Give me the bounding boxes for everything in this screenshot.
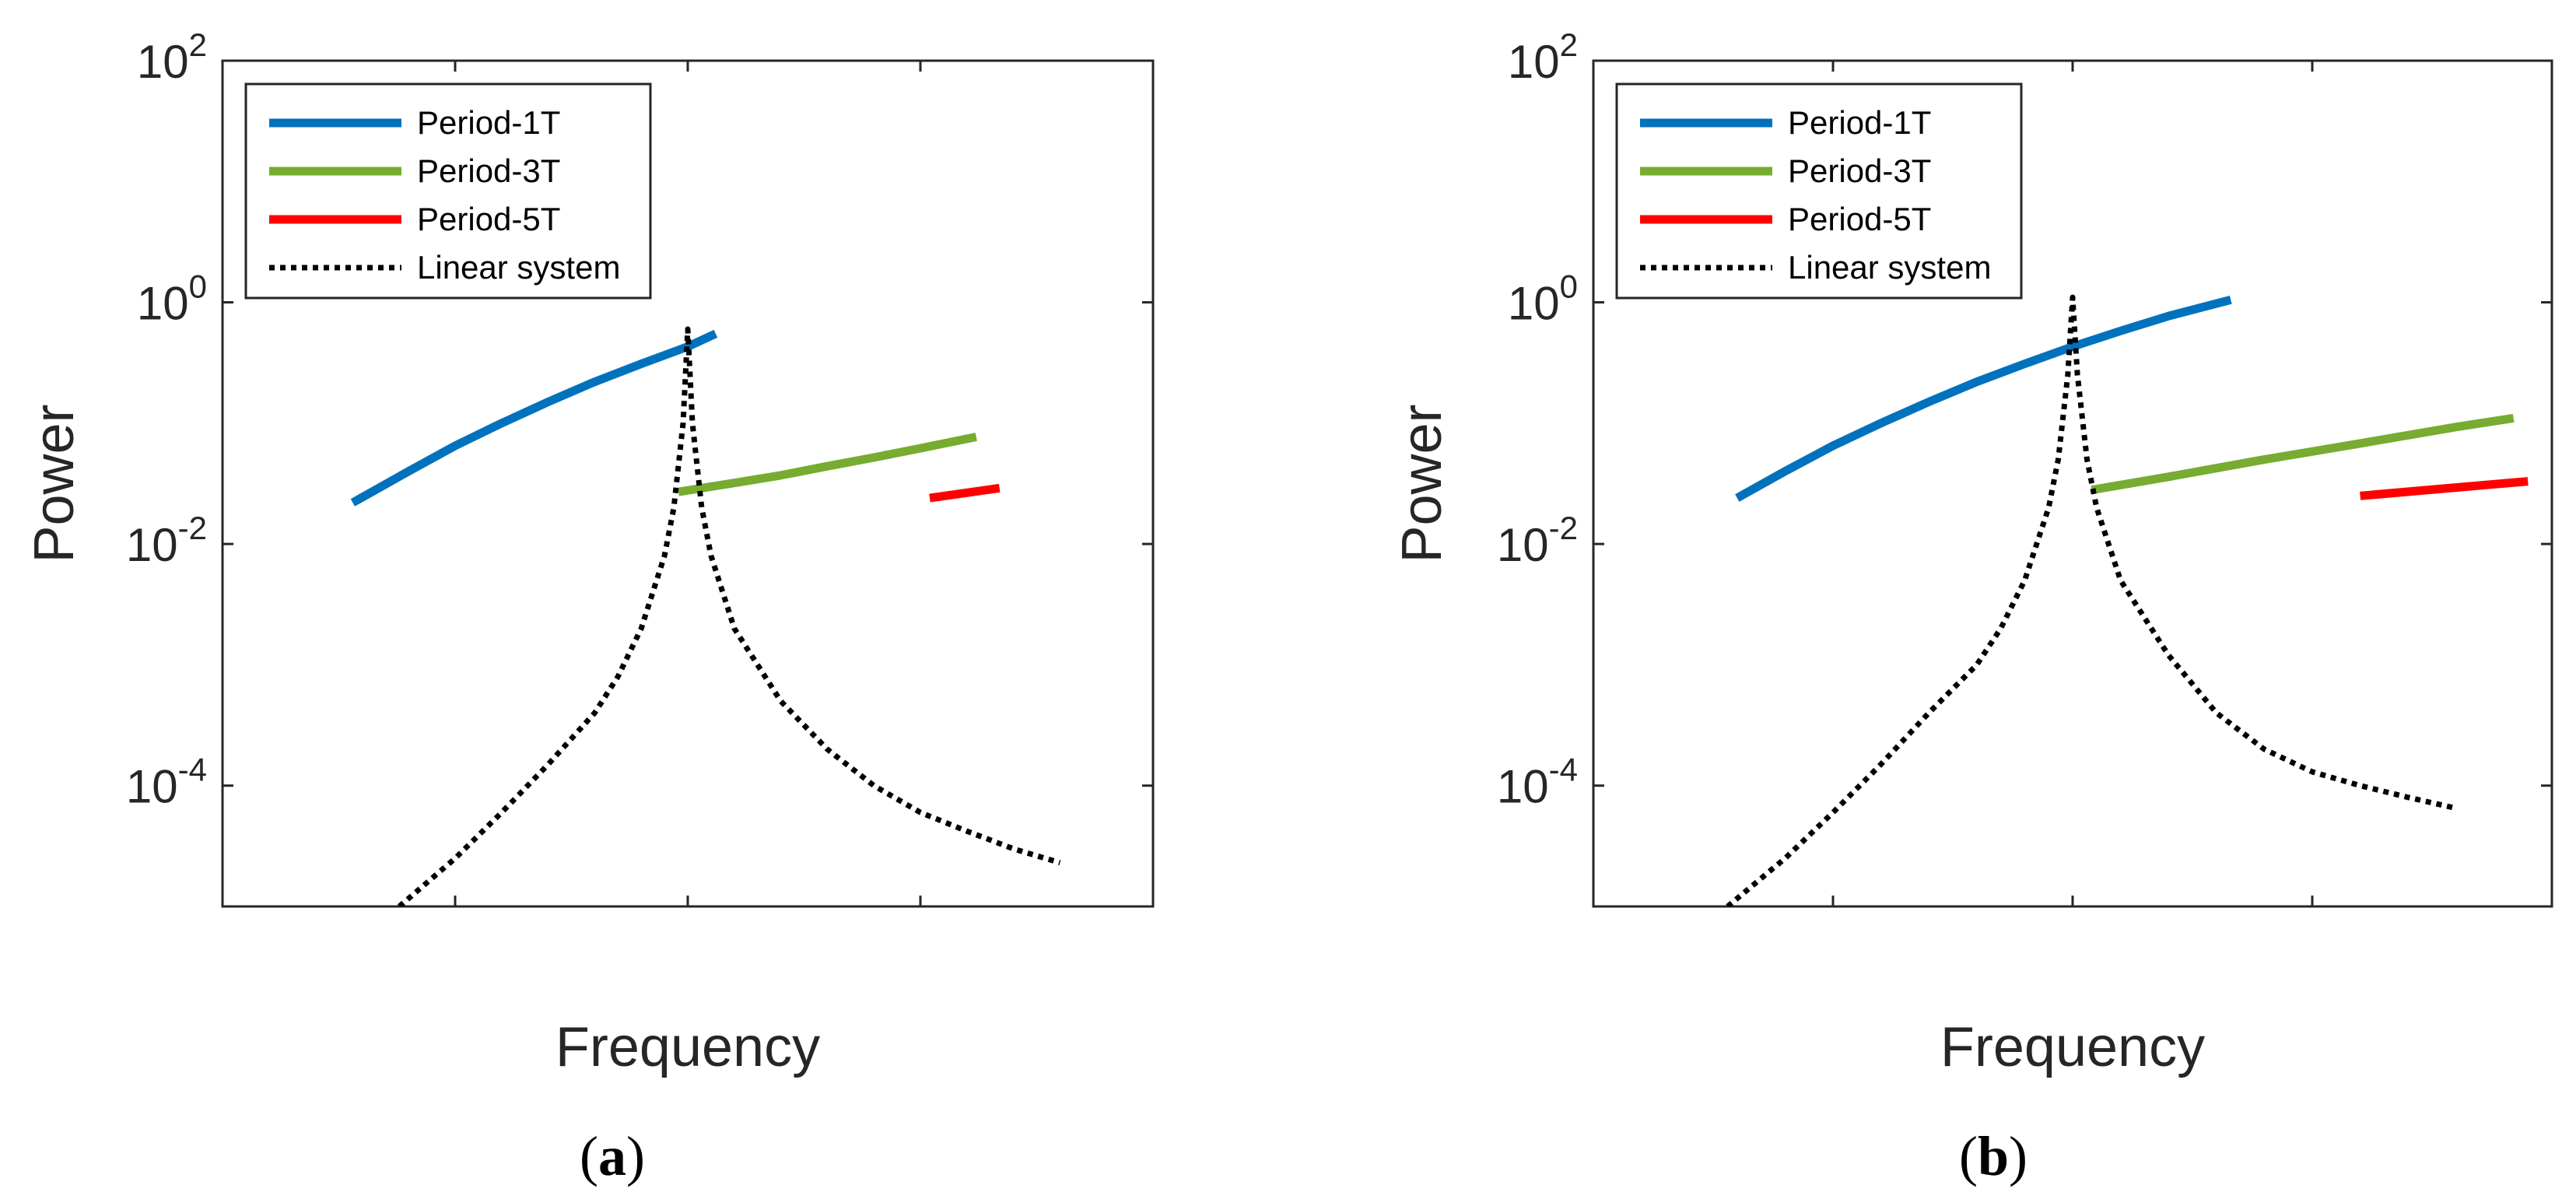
panel-caption: (a) [580,1125,645,1187]
y-axis-title: Power [1391,404,1453,563]
chart-panel-a: 10210010-210-4FrequencyPowerPeriod-1TPer… [23,26,1155,1187]
y-tick-exponent: 2 [189,26,207,63]
y-tick-exponent: 0 [189,268,207,305]
y-tick-label: 10-4 [1497,752,1578,813]
y-tick-label: 100 [1508,268,1578,330]
series-group [350,326,1061,906]
series-line-linear-system [1726,294,2457,906]
caption-label: a [598,1125,626,1187]
panel-caption: (b) [1959,1125,2028,1187]
legend-label: Linear system [417,249,620,286]
legend-label: Period-5T [1788,201,1931,237]
y-tick-base: 10 [1508,36,1560,88]
series-line-period-1t [350,329,718,507]
y-tick-exponent: 0 [1560,268,1578,305]
legend-label: Linear system [1788,249,1991,286]
caption-paren-open: ( [580,1125,598,1187]
series-line-period-5t [2360,477,2529,500]
y-tick-base: 10 [126,519,178,571]
legend-label: Period-5T [417,201,560,237]
y-tick-base: 10 [1497,761,1549,813]
series-line-linear-system [397,326,1061,906]
caption-paren-open: ( [1959,1125,1978,1187]
y-tick-exponent: -2 [1549,510,1578,546]
legend-label: Period-1T [1788,104,1931,141]
x-axis-title: Frequency [556,1016,820,1078]
y-tick-base: 10 [137,36,189,88]
y-tick-label: 100 [137,268,207,330]
y-tick-exponent: -2 [178,510,207,546]
y-axis-title: Power [23,404,86,563]
series-line-period-5t [929,483,1001,503]
caption-paren-close: ) [2009,1125,2028,1187]
y-tick-label: 102 [137,26,207,88]
y-tick-label: 10-2 [1497,510,1578,571]
legend-label: Period-1T [417,104,560,141]
y-tick-label: 10-4 [126,752,207,813]
legend-label: Period-3T [1788,153,1931,189]
series-line-period-3t [678,433,977,496]
y-tick-exponent: -4 [178,752,207,788]
legend-label: Period-3T [417,153,560,189]
y-tick-exponent: 2 [1560,26,1578,63]
y-tick-base: 10 [1497,519,1549,571]
y-tick-label: 102 [1508,26,1578,88]
caption-label: b [1978,1125,2009,1187]
x-axis-title: Frequency [1940,1016,2205,1078]
series-line-period-1t [1735,295,2232,502]
y-tick-exponent: -4 [1549,752,1578,788]
chart-panel-b: 10210010-210-4FrequencyPowerPeriod-1TPer… [1391,26,2553,1187]
series-line-period-3t [2091,413,2515,495]
caption-paren-close: ) [626,1125,645,1187]
y-tick-base: 10 [126,761,178,813]
y-tick-label: 10-2 [126,510,207,571]
y-tick-base: 10 [1508,278,1560,330]
series-group [1726,294,2529,906]
y-tick-base: 10 [137,278,189,330]
